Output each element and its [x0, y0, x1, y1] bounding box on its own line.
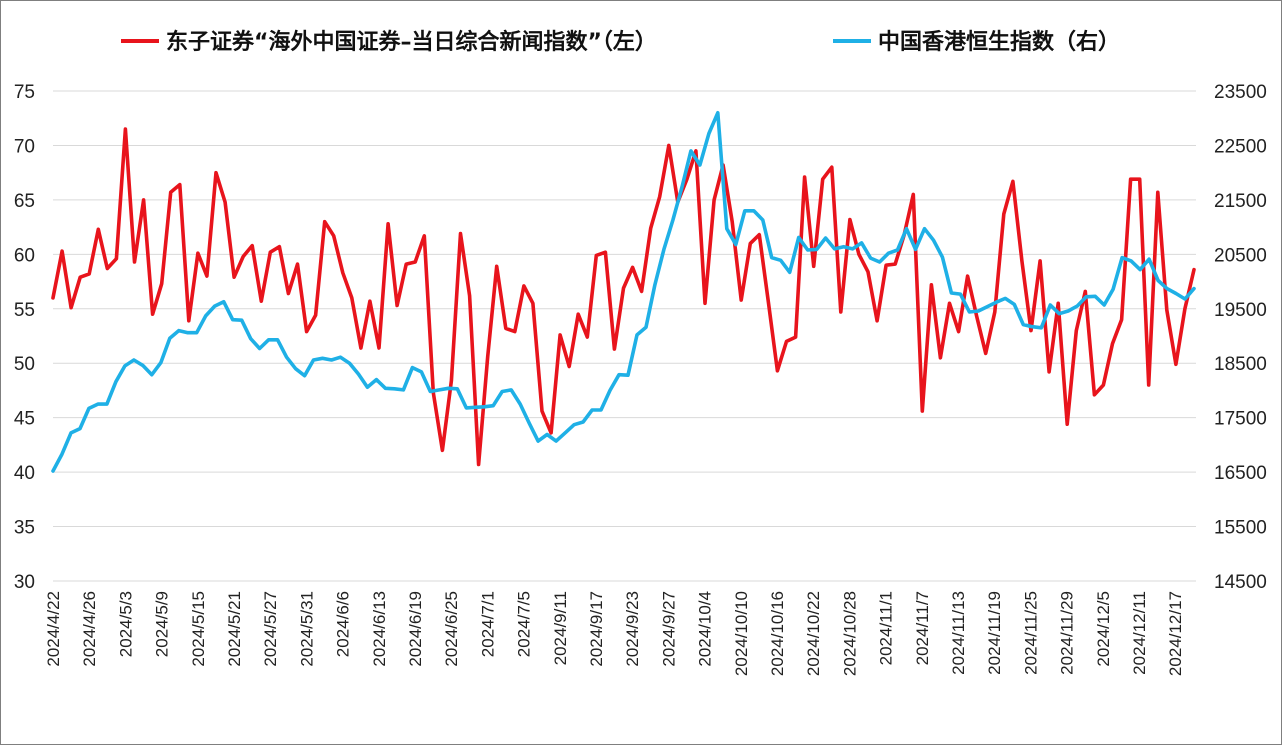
- legend-label-news-index: 东子证券“海外中国证券–当日综合新闻指数”（左）: [166, 29, 657, 55]
- left-tick-label: 45: [14, 409, 35, 430]
- x-tick-label: 2024/12/5: [1094, 591, 1113, 667]
- x-tick-label: 2024/11/13: [949, 591, 968, 675]
- right-tick-label: 14500: [1214, 572, 1267, 593]
- x-tick-label: 2024/10/10: [732, 591, 751, 676]
- right-tick-label: 21500: [1214, 191, 1267, 212]
- x-tick-label: 2024/12/11: [1130, 591, 1149, 675]
- x-tick-label: 2024/4/22: [44, 591, 63, 667]
- left-tick-label: 75: [14, 82, 35, 103]
- x-tick-label: 2024/10/16: [768, 591, 787, 676]
- left-tick-label: 55: [14, 300, 35, 321]
- x-tick-label: 2024/7/5: [515, 591, 534, 657]
- x-tick-label: 2024/5/21: [225, 591, 244, 667]
- x-tick-label: 2024/7/1: [478, 591, 497, 657]
- x-tick-label: 2024/6/25: [442, 591, 461, 667]
- legend-label-hang-seng: 中国香港恒生指数（右）: [878, 29, 1120, 55]
- series-lines: [51, 111, 1196, 473]
- x-tick-label: 2024/4/26: [80, 591, 99, 667]
- series-line-hang-seng: [51, 111, 1196, 473]
- x-tick-label: 2024/9/27: [659, 591, 678, 667]
- x-tick-label: 2024/6/13: [370, 591, 389, 667]
- left-tick-label: 50: [14, 354, 35, 375]
- x-tick-label: 2024/11/19: [985, 591, 1004, 675]
- left-tick-label: 35: [14, 518, 35, 539]
- left-axis: 30 35 40 45 50 55 60 65 70 75: [14, 82, 35, 593]
- x-tick-label: 2024/11/29: [1058, 591, 1077, 675]
- x-tick-label: 2024/9/17: [587, 591, 606, 667]
- series-line-news-index: [51, 127, 1196, 467]
- left-tick-label: 30: [14, 572, 35, 593]
- x-tick-label: 2024/10/22: [804, 591, 823, 676]
- x-tick-label: 2024/10/4: [696, 591, 715, 667]
- left-tick-label: 65: [14, 191, 35, 212]
- right-tick-label: 15500: [1214, 518, 1267, 539]
- left-tick-label: 60: [14, 245, 35, 266]
- x-tick-label: 2024/11/25: [1021, 591, 1040, 675]
- x-tick-label: 2024/11/1: [877, 591, 896, 665]
- right-tick-label: 20500: [1214, 245, 1267, 266]
- x-tick-label: 2024/5/3: [116, 591, 135, 657]
- right-tick-label: 18500: [1214, 354, 1267, 375]
- x-tick-label: 2024/9/23: [623, 591, 642, 667]
- right-tick-label: 17500: [1214, 409, 1267, 430]
- legend: 东子证券“海外中国证券–当日综合新闻指数”（左） 中国香港恒生指数（右）: [121, 29, 1120, 55]
- gridlines: [53, 90, 1196, 582]
- right-tick-label: 16500: [1214, 463, 1267, 484]
- x-tick-label: 2024/12/17: [1166, 591, 1185, 676]
- right-tick-label: 23500: [1214, 82, 1267, 103]
- x-tick-label: 2024/10/28: [840, 591, 859, 676]
- x-tick-label: 2024/6/6: [334, 591, 353, 657]
- x-tick-label: 2024/9/11: [551, 591, 570, 665]
- right-axis: 14500 15500 16500 17500 18500 19500 20500 21500…: [1214, 82, 1267, 593]
- left-tick-label: 70: [14, 136, 35, 157]
- x-tick-label: 2024/5/9: [153, 591, 172, 657]
- x-tick-label: 2024/11/7: [913, 591, 932, 665]
- x-axis: 2024/4/22 2024/4/26 2024/5/3 2024/5/9 2024/5…: [44, 591, 1185, 676]
- left-tick-label: 40: [14, 463, 35, 484]
- x-tick-label: 2024/6/19: [406, 591, 425, 667]
- right-tick-label: 19500: [1214, 300, 1267, 321]
- right-tick-label: 22500: [1214, 136, 1267, 157]
- x-tick-label: 2024/5/15: [189, 591, 208, 667]
- x-tick-label: 2024/5/27: [261, 591, 280, 667]
- x-tick-label: 2024/5/31: [297, 591, 316, 667]
